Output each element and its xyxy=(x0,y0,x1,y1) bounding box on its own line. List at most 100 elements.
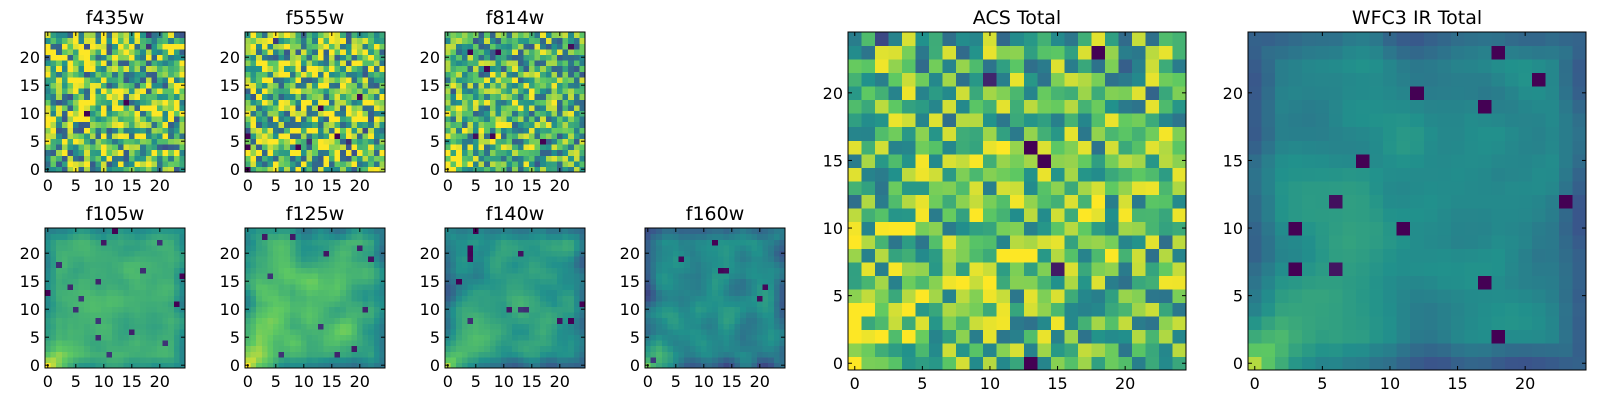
heatmap-cell xyxy=(267,132,274,139)
heatmap-cell xyxy=(717,312,724,319)
heatmap-cell xyxy=(173,76,180,83)
heatmap-cell xyxy=(579,121,586,128)
heatmap-cell xyxy=(50,121,57,128)
heatmap-cell xyxy=(56,356,63,363)
heatmap-cell xyxy=(117,244,124,251)
heatmap-cell xyxy=(484,317,491,324)
heatmap-cell xyxy=(673,256,680,263)
heatmap-cell xyxy=(942,180,957,195)
heatmap-cell xyxy=(351,99,358,106)
heatmap-cell xyxy=(129,82,136,89)
heatmap-cell xyxy=(517,362,524,369)
heatmap-cell xyxy=(112,345,119,352)
x-tick-label: 10 xyxy=(494,176,514,195)
heatmap-cell xyxy=(695,362,702,369)
heatmap-cell xyxy=(495,356,502,363)
heatmap-cell xyxy=(245,284,252,291)
heatmap-cell xyxy=(723,340,730,347)
heatmap-cell xyxy=(461,166,468,173)
heatmap-cell xyxy=(289,295,296,302)
heatmap-cell xyxy=(773,356,780,363)
heatmap-cell xyxy=(717,272,724,279)
heatmap-cell xyxy=(684,284,691,291)
heatmap-cell xyxy=(295,127,302,134)
heatmap-cell xyxy=(684,272,691,279)
heatmap-cell xyxy=(84,88,91,95)
heatmap-cell xyxy=(173,328,180,335)
heatmap-cell xyxy=(762,295,769,302)
heatmap-cell xyxy=(295,76,302,83)
x-tick-label: 15 xyxy=(322,176,342,195)
heatmap-cell xyxy=(334,334,341,341)
y-tick-label: 15 xyxy=(220,76,240,95)
heatmap-cell xyxy=(506,278,513,285)
heatmap-cell xyxy=(312,60,319,67)
heatmap-cell xyxy=(151,278,158,285)
heatmap-cell xyxy=(89,233,96,240)
heatmap-cell xyxy=(650,300,657,307)
heatmap-cell xyxy=(729,323,736,330)
heatmap-cell xyxy=(334,317,341,324)
heatmap-cell xyxy=(501,267,508,274)
heatmap-cell xyxy=(134,88,141,95)
heatmap-cell xyxy=(84,82,91,89)
heatmap-cell xyxy=(340,110,347,117)
heatmap-cell xyxy=(84,312,91,319)
heatmap-cell xyxy=(568,60,575,67)
heatmap-cell xyxy=(278,284,285,291)
heatmap-cell xyxy=(557,88,564,95)
heatmap-cell xyxy=(129,289,136,296)
heatmap-cell xyxy=(1064,234,1079,249)
heatmap-cell xyxy=(467,244,474,251)
heatmap-cell xyxy=(245,132,252,139)
heatmap-cell xyxy=(478,328,485,335)
heatmap-cell xyxy=(67,93,74,100)
heatmap-cell xyxy=(875,248,890,263)
heatmap-cell xyxy=(101,284,108,291)
heatmap-cell xyxy=(312,43,319,50)
heatmap-cell xyxy=(345,356,352,363)
heatmap-cell xyxy=(373,351,380,358)
heatmap-cell xyxy=(301,244,308,251)
heatmap-cell xyxy=(289,138,296,145)
heatmap-cell xyxy=(545,228,552,235)
heatmap-cell xyxy=(673,356,680,363)
heatmap-cell xyxy=(368,228,375,235)
heatmap-cell xyxy=(45,356,52,363)
heatmap-cell xyxy=(512,340,519,347)
heatmap-cell xyxy=(95,54,102,61)
heatmap-cell xyxy=(929,261,944,276)
heatmap-cell xyxy=(340,278,347,285)
heatmap-cell xyxy=(56,138,63,145)
heatmap-cell xyxy=(467,37,474,44)
heatmap-cell xyxy=(56,295,63,302)
heatmap-cell xyxy=(517,93,524,100)
heatmap-cell xyxy=(678,362,685,369)
heatmap-cell xyxy=(112,328,119,335)
x-tick-label: 5 xyxy=(271,176,281,195)
heatmap-cell xyxy=(729,295,736,302)
heatmap-cell xyxy=(848,275,863,290)
heatmap-cell xyxy=(562,138,569,145)
heatmap-cell xyxy=(573,32,580,39)
heatmap-cell xyxy=(301,99,308,106)
heatmap-cell xyxy=(484,54,491,61)
heatmap-cell xyxy=(684,295,691,302)
heatmap-cell xyxy=(557,323,564,330)
heatmap-cell xyxy=(334,76,341,83)
heatmap-cell xyxy=(888,342,903,358)
heatmap-cell xyxy=(645,351,652,358)
heatmap-cell xyxy=(340,160,347,167)
heatmap-cell xyxy=(848,329,863,344)
heatmap-cell xyxy=(351,300,358,307)
heatmap-cell xyxy=(1172,288,1187,303)
heatmap-cell xyxy=(523,362,530,369)
heatmap-cell xyxy=(301,351,308,358)
heatmap-cell xyxy=(162,149,169,156)
heatmap-cell xyxy=(534,284,541,291)
heatmap-cell xyxy=(517,317,524,324)
heatmap-cell xyxy=(545,317,552,324)
heatmap-cell xyxy=(168,284,175,291)
heatmap-cell xyxy=(562,48,569,55)
heatmap-cell xyxy=(306,261,313,268)
